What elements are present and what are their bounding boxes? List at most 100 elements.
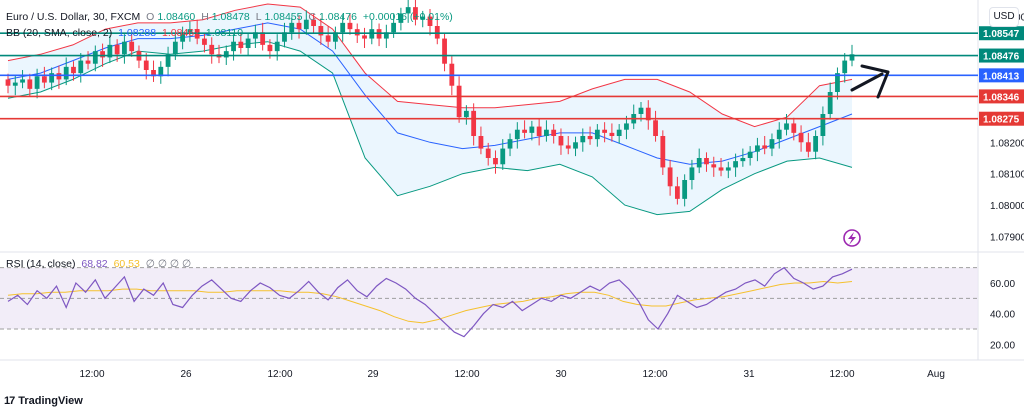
candle-body <box>107 44 113 58</box>
candle-body <box>711 164 717 168</box>
candle-body <box>813 136 819 152</box>
candle-body <box>252 32 258 39</box>
low-value: 1.08455 <box>264 11 303 23</box>
candle-body <box>63 66 69 80</box>
rsi-extra-values: ∅ ∅ ∅ ∅ <box>145 258 192 270</box>
candle-body <box>463 110 469 118</box>
candle-body <box>762 145 768 149</box>
time-tick-label: 12:00 <box>454 369 479 380</box>
bb-legend: BB (20, SMA, close, 2) 1.08288 1.08467 1… <box>6 27 246 39</box>
candle-body <box>347 22 353 30</box>
level-label: 1.08275 <box>983 115 1020 126</box>
rsi-ma-line <box>7 280 853 324</box>
candle-body <box>755 145 760 152</box>
candle-body <box>151 70 156 77</box>
candle-body <box>835 73 840 92</box>
close-value: 1.08476 <box>319 11 357 23</box>
time-tick-label: Aug <box>927 369 945 380</box>
candle-body <box>580 136 586 143</box>
rsi-legend: RSI (14, close) 68.82 60.53 ∅ ∅ ∅ ∅ <box>6 258 194 270</box>
candle-body <box>573 142 578 149</box>
candle-body <box>674 186 680 199</box>
candle-body <box>289 22 295 33</box>
price-tick-label: 1.07900 <box>990 233 1024 244</box>
level-label-bg <box>979 89 1024 104</box>
candle-body <box>747 151 753 158</box>
candle-body <box>820 114 826 136</box>
candle-body <box>20 79 25 83</box>
candle-body <box>805 142 811 152</box>
candle-body <box>798 132 804 143</box>
time-tick-label: 30 <box>555 369 567 380</box>
candle-body <box>282 32 287 42</box>
candle-body <box>122 41 127 55</box>
candle-body <box>733 161 738 168</box>
symbol-title: Euro / U.S. Dollar, 30, FXCM <box>6 11 141 23</box>
bb-upper-line <box>7 3 853 128</box>
time-tick-label: 26 <box>180 369 192 380</box>
candle-body <box>71 66 76 74</box>
candle-body <box>500 148 506 165</box>
candle-body <box>340 22 346 33</box>
candle-body <box>478 136 484 149</box>
candle-body <box>202 38 207 45</box>
candle-body <box>56 73 62 80</box>
candle-body <box>245 38 251 48</box>
candle-body <box>602 129 608 133</box>
candle-body <box>536 126 542 136</box>
candle-body <box>398 13 404 23</box>
candle-body <box>842 60 848 74</box>
level-label: 1.08346 <box>983 92 1020 103</box>
candle-body <box>78 60 84 74</box>
candle-body <box>718 167 724 171</box>
candle-body <box>325 35 331 42</box>
lightning-icon[interactable] <box>843 229 861 247</box>
brand-name: TradingView <box>18 395 83 407</box>
bollinger-bands <box>7 3 853 216</box>
bb-basis-value: 1.08288 <box>118 27 157 39</box>
currency-button[interactable]: USD <box>989 7 1019 27</box>
candle-body <box>791 123 797 133</box>
rsi-line <box>7 266 853 338</box>
candle-body <box>172 41 178 55</box>
level-label-bg <box>979 48 1024 63</box>
bb-lower-value: 1.08110 <box>205 27 244 39</box>
level-label-bg <box>979 68 1024 83</box>
candle-body <box>92 51 98 64</box>
rsi-tick-label: 20.00 <box>990 340 1015 351</box>
candle-body <box>238 41 244 48</box>
candle-body <box>653 120 658 136</box>
level-label-bg <box>979 26 1024 41</box>
candle-body <box>660 136 666 168</box>
candle-body <box>333 32 338 42</box>
horizontal-levels[interactable]: 1.08547 1.08476 1.08413 1.08346 1.08275 <box>0 26 1024 126</box>
candle-body <box>609 132 615 136</box>
tradingview-logo[interactable]: 17 TradingView <box>4 395 83 407</box>
bb-lower-line <box>7 41 853 216</box>
candle-body <box>682 180 688 199</box>
candle-body <box>27 79 33 89</box>
candle-body <box>129 41 135 52</box>
candle-body <box>49 73 55 83</box>
candle-body <box>413 7 418 20</box>
rsi-tick-label: 60.00 <box>990 279 1015 290</box>
bb-label: BB (20, SMA, close, 2) <box>6 27 113 39</box>
price-tick-label: 1.08200 <box>990 138 1024 149</box>
candle-body <box>740 158 746 162</box>
level-label: 1.08476 <box>983 52 1020 63</box>
trend-arrow[interactable] <box>850 64 890 99</box>
candle-body <box>143 60 149 70</box>
candle-body <box>85 60 91 64</box>
rsi-pane: 60.00 40.00 20.00 <box>0 266 1015 351</box>
candle-body <box>114 44 120 55</box>
time-axis: 12:00 26 12:00 29 12:00 30 12:00 31 12:00 Aug <box>79 369 944 380</box>
candle-body <box>311 19 316 26</box>
tradingview-logo-icon: 17 <box>4 395 15 407</box>
time-tick-label: 29 <box>367 369 379 380</box>
candle-body <box>689 167 695 180</box>
candle-body <box>638 107 644 114</box>
candle-body <box>616 129 622 136</box>
candle-body <box>303 19 309 30</box>
